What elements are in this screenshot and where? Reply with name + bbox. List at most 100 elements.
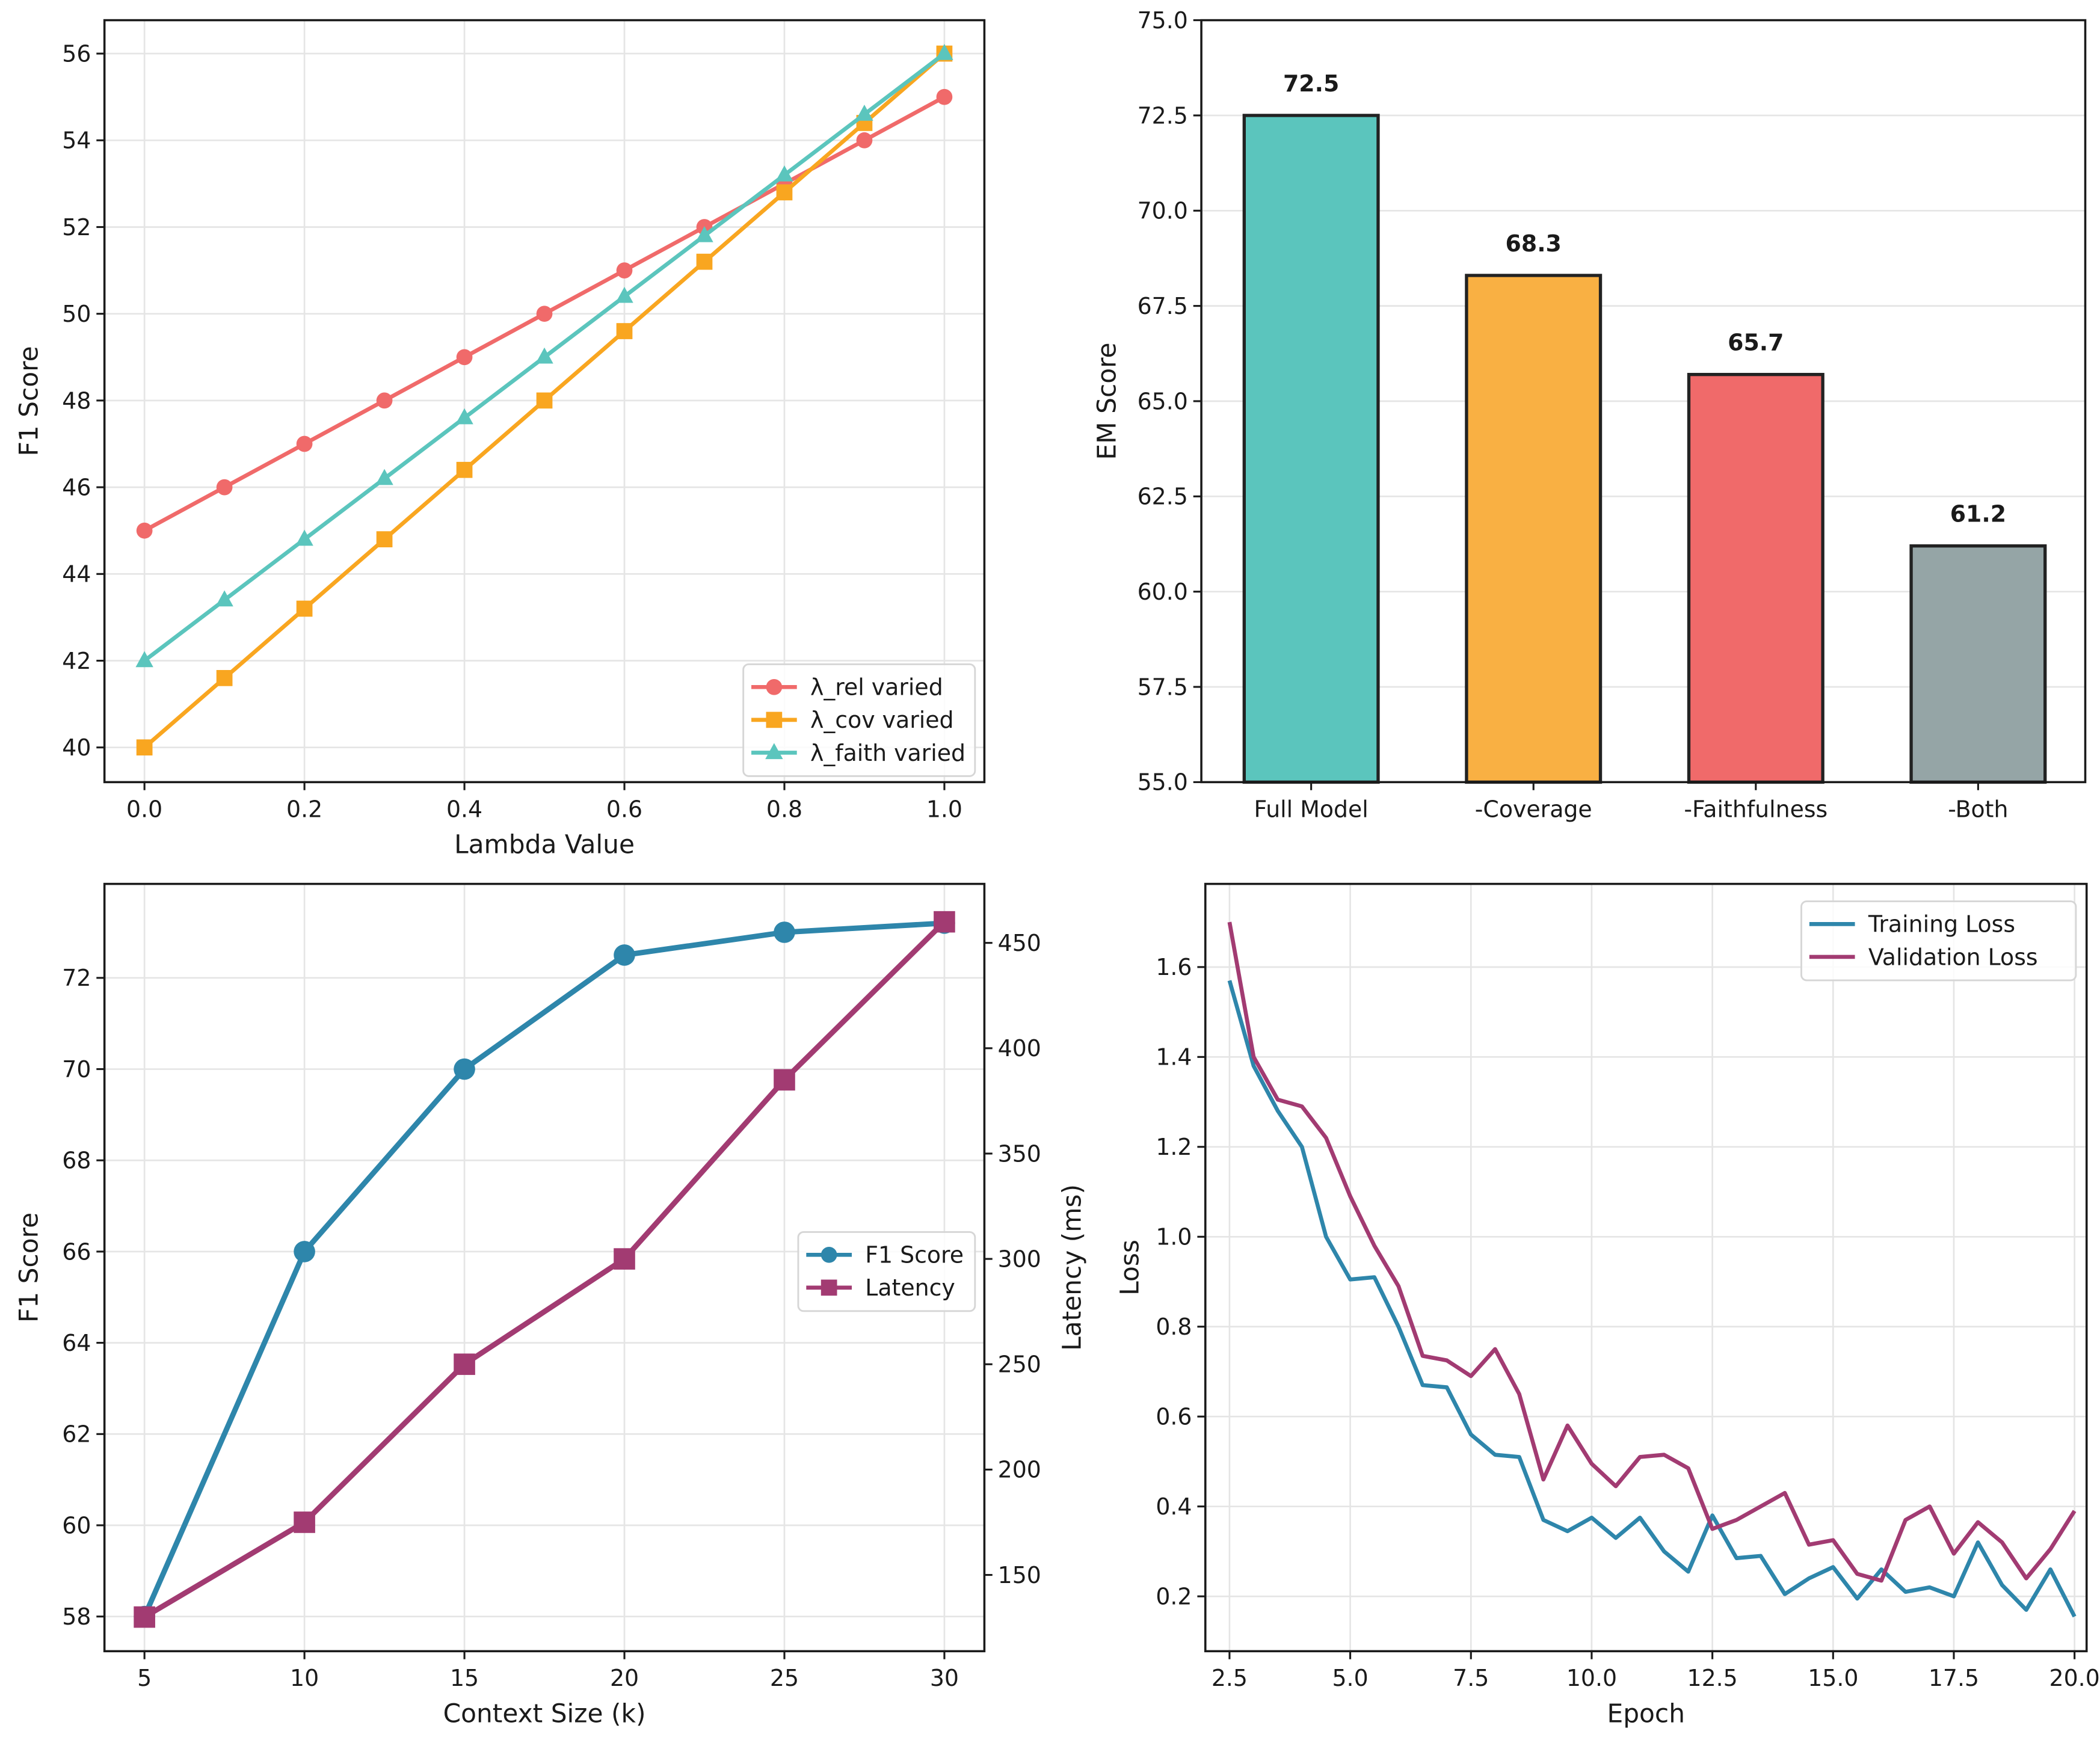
legend-label: F1 Score — [865, 1242, 964, 1268]
y-tick-label: 72.5 — [1138, 102, 1188, 129]
data-point — [136, 522, 153, 539]
x-tick-label: 10.0 — [1566, 1665, 1617, 1691]
x-tick-label: 20.0 — [2049, 1665, 2100, 1691]
y-tick-label: 54 — [62, 128, 91, 154]
legend-entry: Latency — [806, 1274, 955, 1301]
data-point — [216, 479, 233, 496]
training-loss-chart: 2.5 5.0 7.5 10.0 12.5 15.0 17.5 20.0 0.2 0.4 0.6 0.… — [1115, 882, 2100, 1728]
y-tick-label: 1.0 — [1156, 1224, 1192, 1250]
x-tick-label: 30 — [930, 1665, 959, 1691]
data-point — [456, 461, 473, 478]
legend-entry: Training Loss — [1809, 911, 2015, 938]
x-tick-label: 2.5 — [1212, 1665, 1248, 1691]
y-tick-label: 50 — [62, 301, 91, 327]
legend-entry: λ_rel varied — [751, 674, 943, 701]
series-line — [1227, 921, 2077, 1583]
x-axis-label: Epoch — [1607, 1699, 1685, 1728]
x-tick-label: 7.5 — [1453, 1665, 1489, 1691]
y-tick-label: 67.5 — [1138, 293, 1188, 319]
x-tick-label: 15 — [450, 1665, 479, 1691]
data-point — [296, 600, 313, 617]
data-point — [934, 911, 955, 933]
y-tick-label: 60 — [62, 1512, 91, 1539]
legend-label: Validation Loss — [1868, 944, 2038, 970]
data-point — [776, 184, 793, 201]
y-tick-label: 72 — [62, 965, 91, 991]
data-point — [454, 1353, 475, 1376]
bar — [1687, 372, 1824, 784]
x-tick-label: 0.4 — [446, 796, 482, 822]
y-right-tick-label: 450 — [998, 930, 1041, 956]
legend-marker-circle — [766, 678, 783, 695]
legend-label: Latency — [865, 1274, 955, 1301]
x-tick-label: 0.6 — [606, 796, 642, 822]
y-tick-label: 0.6 — [1156, 1404, 1192, 1430]
data-point — [616, 323, 633, 339]
axes-frame — [1204, 882, 2088, 1653]
y-tick-label: 64 — [62, 1330, 91, 1356]
data-point — [536, 306, 553, 322]
y-tick-label: 62 — [62, 1421, 91, 1448]
x-tick-label: 10 — [290, 1665, 319, 1691]
data-point — [536, 392, 553, 409]
data-point — [614, 1248, 635, 1270]
data-point — [295, 529, 313, 546]
data-point — [376, 392, 393, 409]
data-point — [135, 651, 153, 668]
bar-value-label: 68.3 — [1506, 230, 1562, 257]
data-point — [456, 349, 473, 366]
y-right-tick-label: 300 — [998, 1246, 1041, 1272]
y-tick-label: 42 — [62, 648, 91, 674]
series-line — [142, 920, 945, 1618]
series-triangle — [135, 44, 953, 668]
x-tick-label: 0.8 — [766, 796, 802, 822]
y-tick-label: 70 — [62, 1056, 91, 1083]
series-validation-loss — [1227, 921, 2077, 1583]
y-axis-label: Loss — [1115, 1240, 1144, 1296]
x-tick-label: 1.0 — [926, 796, 962, 822]
bar — [1909, 544, 2047, 784]
axes-frame — [103, 882, 986, 1653]
x-tick-label: 0.0 — [126, 796, 162, 822]
legend-entry: λ_cov varied — [751, 707, 954, 733]
y-tick-label: 70.0 — [1138, 198, 1188, 224]
x-tick-label: -Both — [1948, 796, 2008, 822]
y-tick-label: 62.5 — [1138, 484, 1188, 510]
data-point — [936, 88, 953, 105]
y-tick-label: 66 — [62, 1238, 91, 1265]
context-size-chart: 5 10 15 20 25 30 58 60 62 64 66 68 70 72 150 200 250 300 3… — [14, 882, 1087, 1728]
legend-marker-circle — [821, 1246, 837, 1263]
x-tick-label: 17.5 — [1929, 1665, 1979, 1691]
x-tick-label: 25 — [770, 1665, 799, 1691]
series-line — [1227, 980, 2077, 1618]
data-point — [294, 1241, 315, 1262]
data-point — [935, 44, 953, 60]
data-point — [856, 132, 873, 149]
lambda-sensitivity-chart: 0.0 0.2 0.4 0.6 0.8 1.0 40 42 44 46 48 50 52 54 56 Lamb… — [14, 19, 986, 859]
y-tick-label: 65.0 — [1138, 388, 1188, 414]
data-point — [294, 1511, 315, 1533]
y-tick-label: 1.2 — [1156, 1134, 1192, 1160]
legend-marker-square — [821, 1279, 837, 1296]
legend-label: Training Loss — [1868, 911, 2015, 938]
data-point — [695, 226, 713, 242]
data-point — [454, 1058, 475, 1080]
x-tick-label: -Faithfulness — [1684, 796, 1827, 822]
y-axis-label: F1 Score — [14, 1213, 43, 1323]
data-point — [615, 286, 633, 303]
x-tick-label: 12.5 — [1687, 1665, 1738, 1691]
legend-label: λ_cov varied — [810, 707, 954, 733]
series-line — [143, 920, 947, 1620]
legend-box — [742, 663, 976, 777]
series-latency — [134, 911, 955, 1628]
x-tick-label: 0.2 — [286, 796, 322, 822]
data-point — [774, 921, 795, 943]
data-point — [216, 669, 233, 686]
x-tick-label: 5 — [137, 1665, 152, 1691]
series-training-loss — [1227, 980, 2077, 1618]
y-tick-label: 44 — [62, 561, 91, 588]
y-tick-label: 56 — [62, 40, 91, 67]
data-point — [696, 253, 713, 270]
x-tick-label: -Coverage — [1475, 796, 1592, 822]
y-tick-label: 46 — [62, 474, 91, 500]
